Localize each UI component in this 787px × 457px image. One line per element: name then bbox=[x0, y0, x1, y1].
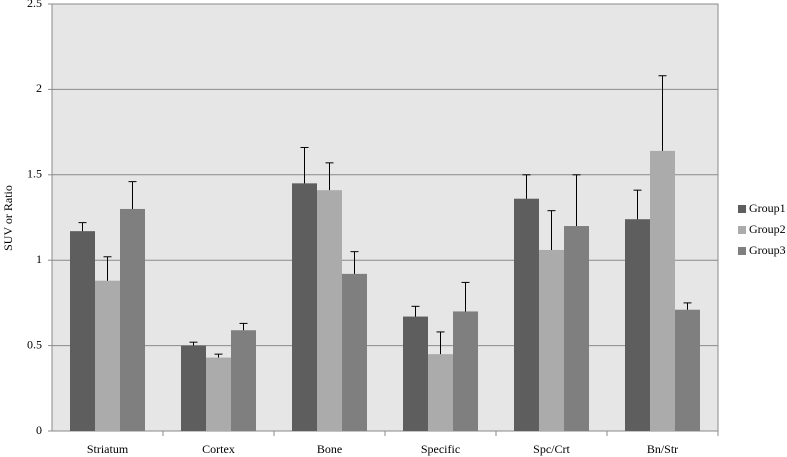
legend-label: Group2 bbox=[749, 222, 786, 236]
x-tick-label: Cortex bbox=[202, 442, 235, 456]
y-tick-label: 0.5 bbox=[27, 337, 42, 351]
bar bbox=[403, 316, 428, 431]
y-tick-label: 2 bbox=[36, 81, 42, 95]
error-bar bbox=[350, 251, 359, 274]
error-bar bbox=[239, 322, 248, 331]
error-bar bbox=[78, 222, 87, 232]
bar bbox=[675, 309, 700, 431]
legend-label: Group3 bbox=[749, 243, 786, 257]
error-bar bbox=[300, 146, 309, 184]
legend-swatch bbox=[738, 226, 746, 234]
error-bar bbox=[683, 302, 692, 310]
error-bar bbox=[572, 174, 581, 227]
bar bbox=[650, 150, 675, 431]
x-tick-label: Bn/Str bbox=[647, 442, 678, 456]
legend-swatch bbox=[738, 205, 746, 213]
y-tick-label: 2.5 bbox=[27, 0, 42, 10]
x-tick-label: Spc/Crt bbox=[533, 442, 570, 456]
bar bbox=[514, 198, 539, 431]
x-tick-label: Specific bbox=[421, 442, 460, 456]
bar bbox=[181, 345, 206, 431]
y-axis-title: SUV or Ratio bbox=[1, 185, 15, 251]
bar bbox=[231, 330, 256, 431]
bar bbox=[625, 219, 650, 431]
x-tick-label: Bone bbox=[317, 442, 342, 456]
y-tick-label: 1 bbox=[36, 252, 42, 266]
legend-swatch bbox=[738, 247, 746, 255]
bar bbox=[120, 208, 145, 431]
legend-label: Group1 bbox=[749, 201, 786, 215]
bar bbox=[206, 357, 231, 431]
bar bbox=[564, 226, 589, 431]
error-bar bbox=[436, 331, 445, 355]
bar bbox=[539, 249, 564, 431]
bar bbox=[342, 273, 367, 431]
error-bar bbox=[189, 341, 198, 346]
error-bar bbox=[633, 189, 642, 220]
error-bar bbox=[214, 353, 223, 358]
error-bar bbox=[128, 181, 137, 209]
y-tick-label: 0 bbox=[36, 423, 42, 437]
bar bbox=[317, 190, 342, 431]
y-tick-label: 1.5 bbox=[27, 167, 42, 181]
bar bbox=[95, 280, 120, 431]
bar bbox=[428, 354, 453, 431]
error-bar bbox=[522, 174, 531, 199]
bar bbox=[453, 311, 478, 431]
error-bar bbox=[658, 75, 667, 151]
error-bar bbox=[325, 162, 334, 191]
x-tick-label: Striatum bbox=[87, 442, 129, 456]
bar bbox=[70, 231, 95, 431]
plot-area bbox=[51, 3, 719, 432]
error-bar bbox=[547, 210, 556, 250]
bar bbox=[292, 183, 317, 431]
error-bar bbox=[461, 281, 470, 312]
error-bar bbox=[103, 256, 112, 281]
error-bar bbox=[411, 305, 420, 317]
